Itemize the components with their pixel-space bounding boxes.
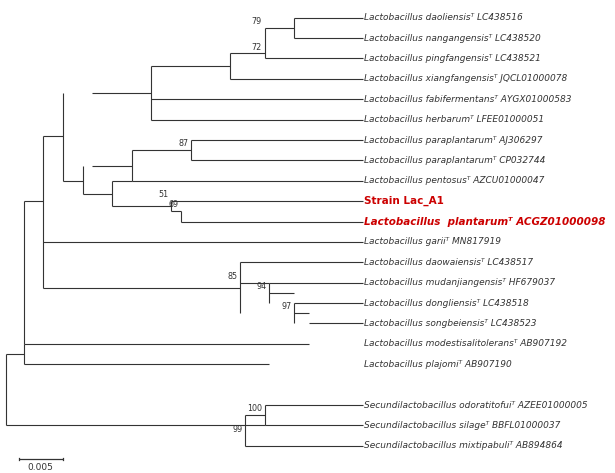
Text: Secundilactobacillus mixtipabuliᵀ AB894864: Secundilactobacillus mixtipabuliᵀ AB8948… bbox=[365, 441, 563, 450]
Text: Strain Lac_A1: Strain Lac_A1 bbox=[365, 196, 444, 206]
Text: 94: 94 bbox=[257, 282, 267, 291]
Text: Lactobacillus gariiᵀ MN817919: Lactobacillus gariiᵀ MN817919 bbox=[365, 237, 501, 246]
Text: 99: 99 bbox=[232, 425, 242, 434]
Text: Lactobacillus mudanjiangensisᵀ HF679037: Lactobacillus mudanjiangensisᵀ HF679037 bbox=[365, 278, 555, 287]
Text: Lactobacillus pingfangensisᵀ LC438521: Lactobacillus pingfangensisᵀ LC438521 bbox=[365, 54, 541, 63]
Text: Lactobacillus  plantarumᵀ ACGZ01000098: Lactobacillus plantarumᵀ ACGZ01000098 bbox=[365, 217, 606, 227]
Text: 51: 51 bbox=[159, 190, 169, 199]
Text: 100: 100 bbox=[247, 404, 262, 413]
Text: Secundilactobacillus odoratitofuiᵀ AZEE01000005: Secundilactobacillus odoratitofuiᵀ AZEE0… bbox=[365, 401, 588, 410]
Text: Lactobacillus nangangensisᵀ LC438520: Lactobacillus nangangensisᵀ LC438520 bbox=[365, 34, 541, 43]
Text: Secundilactobacillus silageᵀ BBFL01000037: Secundilactobacillus silageᵀ BBFL0100003… bbox=[365, 421, 561, 430]
Text: Lactobacillus plajomiᵀ AB907190: Lactobacillus plajomiᵀ AB907190 bbox=[365, 360, 512, 369]
Text: 87: 87 bbox=[178, 139, 188, 148]
Text: Lactobacillus modestisalitoleransᵀ AB907192: Lactobacillus modestisalitoleransᵀ AB907… bbox=[365, 340, 568, 349]
Text: Lactobacillus daowaiensisᵀ LC438517: Lactobacillus daowaiensisᵀ LC438517 bbox=[365, 258, 534, 267]
Text: 69: 69 bbox=[169, 201, 178, 210]
Text: Lactobacillus pentosusᵀ AZCU01000047: Lactobacillus pentosusᵀ AZCU01000047 bbox=[365, 176, 545, 185]
Text: Lactobacillus paraplantarumᵀ AJ306297: Lactobacillus paraplantarumᵀ AJ306297 bbox=[365, 136, 543, 145]
Text: Lactobacillus paraplantarumᵀ CP032744: Lactobacillus paraplantarumᵀ CP032744 bbox=[365, 156, 546, 165]
Text: 85: 85 bbox=[228, 272, 237, 280]
Text: 97: 97 bbox=[281, 302, 292, 311]
Text: Lactobacillus daoliensisᵀ LC438516: Lactobacillus daoliensisᵀ LC438516 bbox=[365, 13, 523, 22]
Text: 79: 79 bbox=[252, 17, 262, 26]
Text: Lactobacillus dongliensisᵀ LC438518: Lactobacillus dongliensisᵀ LC438518 bbox=[365, 298, 529, 307]
Text: Lactobacillus herbarumᵀ LFEE01000051: Lactobacillus herbarumᵀ LFEE01000051 bbox=[365, 115, 544, 124]
Text: Lactobacillus fabifermentansᵀ AYGX01000583: Lactobacillus fabifermentansᵀ AYGX010005… bbox=[365, 95, 572, 104]
Text: 72: 72 bbox=[252, 44, 262, 53]
Text: Lactobacillus xiangfangensisᵀ JQCL01000078: Lactobacillus xiangfangensisᵀ JQCL010000… bbox=[365, 74, 568, 83]
Text: Lactobacillus songbeiensisᵀ LC438523: Lactobacillus songbeiensisᵀ LC438523 bbox=[365, 319, 537, 328]
Text: 0.005: 0.005 bbox=[28, 463, 54, 472]
